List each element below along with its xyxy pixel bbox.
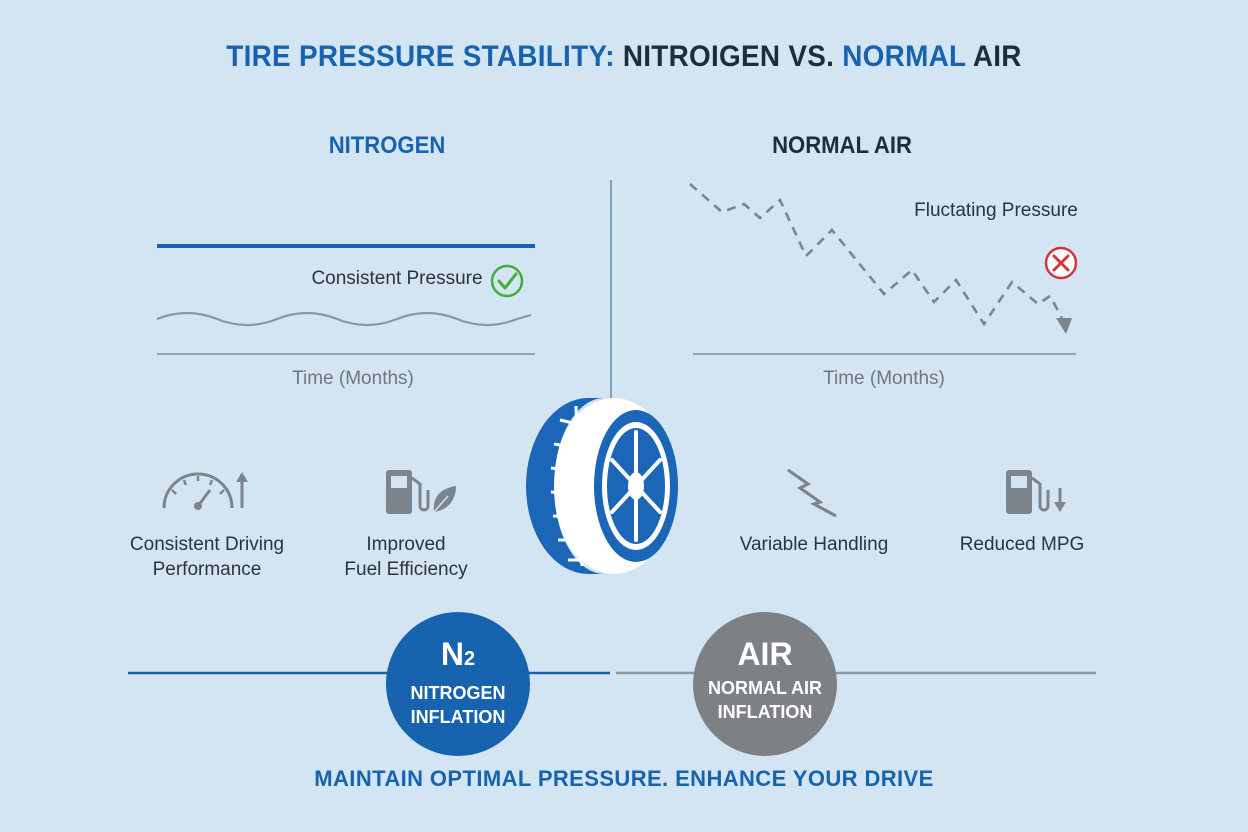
- air-badge-line1: NORMAL AIR: [708, 678, 822, 698]
- cross-icon: [1044, 246, 1078, 280]
- nitrogen-heading: NITROGEN: [328, 132, 446, 159]
- air-symbol: AIR: [737, 636, 793, 672]
- benefit-fuel-line1: Improved: [366, 534, 446, 555]
- air-inflation-badge: AIR NORMAL AIR INFLATION: [693, 612, 837, 756]
- consistent-pressure-label: Consistent Pressure: [311, 268, 483, 289]
- check-icon: [490, 264, 524, 298]
- benefit-variable-handling: Variable Handling: [739, 534, 889, 555]
- benefit-driving-performance: Consistent Driving Performance: [97, 532, 317, 582]
- benefit-driving-line1: Consistent Driving: [129, 534, 285, 555]
- air-arrow-head: [1056, 318, 1072, 334]
- air-heading: NORMAL AIR: [772, 132, 912, 159]
- air-axis-label: Time (Months): [823, 368, 945, 389]
- nitrogen-inflation-badge: N2 NITROGEN INFLATION: [386, 612, 530, 756]
- nitrogen-badge-line2: INFLATION: [410, 707, 506, 727]
- title-part-4: AIR: [972, 40, 1022, 73]
- speedometer-icon: [162, 472, 248, 510]
- tire-icon: [526, 398, 678, 574]
- nitrogen-axis-label: Time (Months): [292, 368, 414, 389]
- page-title: TIRE PRESSURE STABILITY: NITROIGEN VS. N…: [44, 40, 1205, 74]
- nitrogen-badge-line1: NITROGEN: [410, 683, 506, 703]
- lightning-icon: [787, 468, 837, 518]
- nitrogen-wave-line: [156, 311, 532, 327]
- fluctuating-pressure-label: Fluctating Pressure: [914, 200, 1078, 221]
- title-part-1: TIRE PRESSURE STABILITY:: [226, 40, 615, 73]
- fuel-pump-leaf-icon: [386, 470, 456, 514]
- fuel-pump-down-icon: [1006, 470, 1066, 514]
- tagline: MAINTAIN OPTIMAL PRESSURE. ENHANCE YOUR …: [314, 766, 934, 791]
- title-part-3: NORMAL: [842, 40, 966, 73]
- air-badge-line2: INFLATION: [717, 702, 813, 722]
- title-part-2: NITROIGEN VS.: [622, 40, 835, 73]
- benefit-fuel-line2: Fuel Efficiency: [344, 559, 468, 580]
- benefit-fuel-efficiency: Improved Fuel Efficiency: [296, 532, 516, 582]
- benefit-driving-line2: Performance: [152, 559, 262, 580]
- benefit-reduced-mpg: Reduced MPG: [959, 534, 1085, 555]
- nitrogen-symbol: N2: [440, 636, 476, 672]
